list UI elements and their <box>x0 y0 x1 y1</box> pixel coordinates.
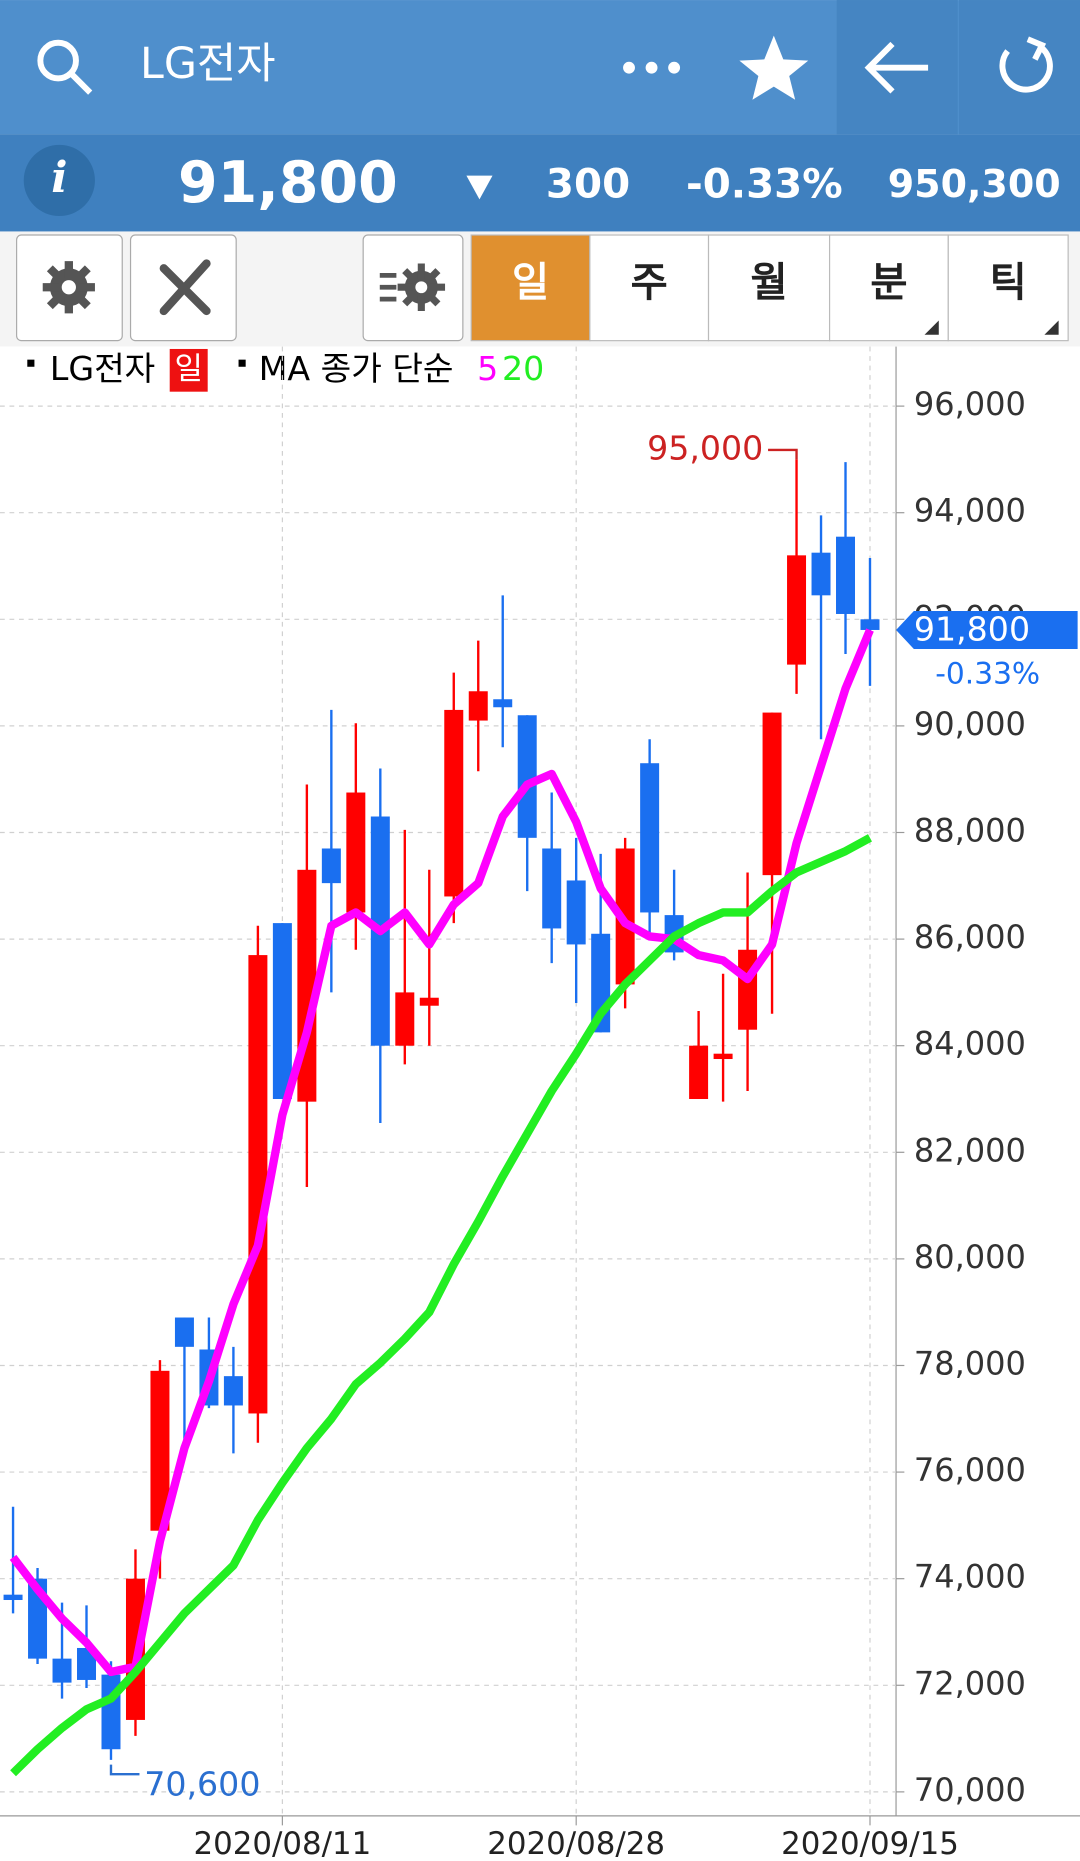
period-tab[interactable] <box>707 234 831 342</box>
refresh-button-bg[interactable] <box>958 0 1080 135</box>
refresh-icon[interactable] <box>999 36 1053 93</box>
y-tick-label: 84,000 <box>914 1025 1026 1063</box>
tab-dropdown-icon <box>924 320 939 335</box>
candle-body <box>346 792 366 913</box>
candle-body <box>713 1053 733 1060</box>
legend-bullet <box>27 359 35 367</box>
volume: 950,300 <box>888 162 1061 206</box>
stock-title: LG전자 <box>140 39 276 89</box>
low-label: 70,600 <box>144 1765 260 1804</box>
y-tick-label: 70,000 <box>914 1771 1026 1809</box>
period-tab-label: 주 <box>631 259 668 306</box>
period-tab[interactable] <box>828 234 949 342</box>
candle-body <box>689 1045 709 1099</box>
candle-body <box>223 1376 243 1406</box>
legend-ma: MA 종가 단순 <box>259 349 454 388</box>
candle-body <box>493 699 513 708</box>
info-button[interactable] <box>23 144 95 217</box>
price-change: 300 <box>546 160 630 207</box>
period-tab-label: 월 <box>750 259 787 306</box>
info-icon: i <box>51 154 67 204</box>
y-tick-label: 72,000 <box>914 1664 1026 1702</box>
legend-bullet <box>238 359 246 367</box>
candle-body <box>836 536 856 614</box>
candle-body <box>517 715 537 838</box>
favorite-icon[interactable] <box>739 35 809 100</box>
y-tick-label: 80,000 <box>914 1238 1026 1276</box>
last-price-label: 91,800 <box>914 610 1030 649</box>
candle-body <box>77 1647 97 1680</box>
candle-body <box>3 1594 23 1601</box>
candle-body <box>640 763 660 913</box>
candle-body <box>566 880 586 945</box>
candle-body <box>542 848 562 929</box>
candle-body <box>787 555 807 665</box>
candle-body <box>860 619 880 630</box>
high-arrow <box>768 448 798 460</box>
tab-dropdown-icon <box>1044 320 1059 335</box>
legend-period: 일 <box>175 351 203 387</box>
candle-body <box>468 691 488 721</box>
y-tick-label: 78,000 <box>914 1344 1026 1382</box>
candle-body <box>321 848 341 884</box>
period-tab-label: 일 <box>512 259 549 306</box>
last-change-label: -0.33% <box>935 656 1040 691</box>
candle-body <box>762 712 782 876</box>
y-tick-label: 90,000 <box>914 705 1026 743</box>
y-tick-label: 74,000 <box>914 1558 1026 1596</box>
y-tick-label: 76,000 <box>914 1451 1026 1489</box>
back-icon[interactable] <box>864 41 929 94</box>
period-tab-label: 분 <box>870 259 907 306</box>
tools-icon <box>159 259 211 316</box>
y-tick-label: 86,000 <box>914 918 1026 956</box>
period-tab[interactable] <box>589 234 710 342</box>
period-tab-label: 틱 <box>990 259 1027 306</box>
candle-body <box>811 552 831 596</box>
ma-line <box>10 834 872 1777</box>
legend-series: 5 <box>477 349 498 388</box>
candle-body <box>738 949 758 1030</box>
x-tick-label: 2020/08/28 <box>487 1826 665 1861</box>
legend-symbol: LG전자 <box>50 349 155 388</box>
y-tick-label: 94,000 <box>914 492 1026 530</box>
candle-body <box>174 1317 194 1347</box>
down-arrow-icon <box>466 175 493 200</box>
period-tab[interactable] <box>470 234 591 342</box>
candle-body <box>52 1658 72 1683</box>
candle-body <box>395 992 415 1046</box>
legend-period-bg <box>169 348 208 392</box>
high-label: 95,000 <box>647 428 763 467</box>
candle-body <box>272 923 292 1099</box>
candle-body <box>248 955 268 1414</box>
y-tick-label: 88,000 <box>914 812 1026 850</box>
candle-body <box>419 997 439 1006</box>
candle-body <box>444 709 464 897</box>
gear-icon <box>42 261 95 314</box>
legend-series: 20 <box>502 349 544 388</box>
current-price: 91,800 <box>178 150 398 216</box>
y-tick-label: 82,000 <box>914 1131 1026 1169</box>
low-arrow <box>109 1764 140 1776</box>
y-tick-label: 96,000 <box>914 385 1026 423</box>
candle-body <box>150 1370 170 1531</box>
x-tick-label: 2020/08/11 <box>193 1826 371 1861</box>
ma-line <box>9 628 874 1677</box>
period-tab[interactable] <box>947 234 1069 342</box>
info-bar <box>0 134 1080 232</box>
indicator-icon <box>379 263 446 311</box>
change-percent: -0.33% <box>686 160 843 207</box>
x-tick-label: 2020/09/15 <box>781 1826 959 1861</box>
search-icon[interactable] <box>37 39 93 95</box>
more-icon[interactable] <box>623 61 681 74</box>
last-price-tag <box>896 610 1078 649</box>
